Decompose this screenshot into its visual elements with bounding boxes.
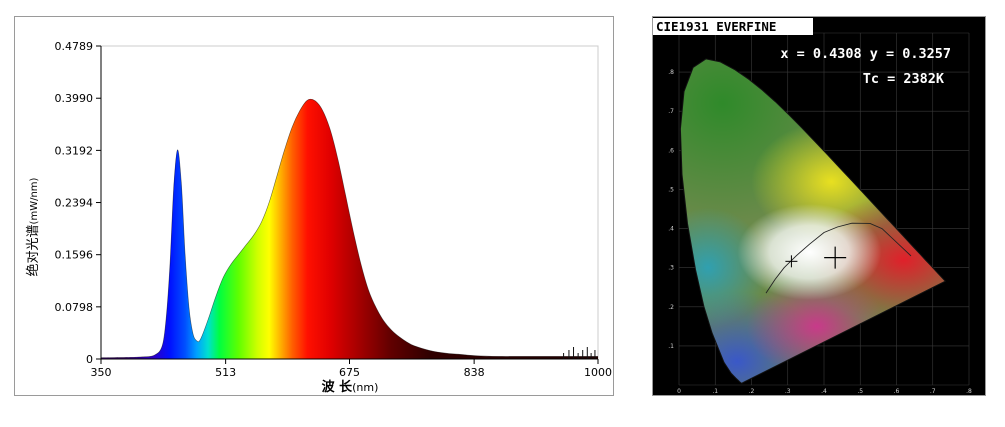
cie-x-tick-label: .1: [712, 388, 718, 395]
color-temperature: Tc = 2382K: [863, 71, 945, 87]
cie-title-box: [653, 18, 813, 35]
cie-panel: 0.1.2.3.4.5.6.7.8.1.2.3.4.5.6.7.8.9 CIE1…: [652, 16, 986, 396]
cie-x-tick-label: .6: [894, 388, 900, 395]
y-tick-label: 0.3192: [55, 144, 94, 157]
x-tick-label: 675: [339, 366, 360, 379]
cie-y-tick-label: .8: [668, 69, 674, 76]
x-tick-label: 350: [91, 366, 112, 379]
y-tick-label: 0.4789: [55, 40, 94, 53]
y-tick-label: 0: [86, 353, 93, 366]
y-axis-label: 绝对光谱(mW/nm): [25, 177, 41, 276]
cie-y-tick-label: .2: [668, 304, 674, 311]
cie-y-tick-label: .3: [668, 265, 674, 272]
x-axis-label: 波 长(nm): [322, 379, 379, 395]
cie-x-tick-label: .8: [966, 388, 972, 395]
cie-x-tick-label: 0: [677, 388, 681, 395]
cie-title: CIE1931 EVERFINE: [656, 19, 776, 34]
y-tick-label: 0.0798: [55, 301, 94, 314]
planckian-locus: [765, 222, 912, 294]
spectrum-area: [101, 99, 598, 359]
cie-x-tick-label: .5: [857, 388, 863, 395]
cie-y-tick-label: .1: [668, 343, 674, 350]
cie-white-region: [737, 204, 882, 301]
chromaticity-coordinates: x = 0.4308 y = 0.3257: [780, 46, 951, 62]
x-tick-label: 1000: [584, 366, 612, 379]
cie-x-tick-label: .7: [930, 388, 936, 395]
cie-chart: 0.1.2.3.4.5.6.7.8.1.2.3.4.5.6.7.8.9 CIE1…: [653, 17, 985, 395]
x-tick-label: 513: [215, 366, 236, 379]
cie-x-tick-label: .4: [821, 388, 827, 395]
y-tick-label: 0.2394: [55, 197, 94, 210]
cie-cyan-region: [680, 207, 768, 328]
y-tick-label: 0.3990: [55, 92, 94, 105]
cie-y-tick-label: .5: [668, 186, 674, 193]
cie-y-tick-label: .7: [668, 108, 674, 115]
spectral-locus: [679, 58, 947, 384]
cie-x-tick-label: .3: [785, 388, 791, 395]
x-tick-label: 838: [464, 366, 485, 379]
spectrum-chart: 0 0.0798 0.1596 0.2394 0.3192 0.3990 0.4789 350…: [25, 40, 612, 395]
spectrum-outline: [101, 98, 598, 359]
y-tick-label: 0.1596: [55, 249, 94, 262]
cie-y-tick-label: .6: [668, 147, 674, 154]
cie-y-tick-label: .4: [668, 226, 674, 233]
spectrum-panel: 0 0.0798 0.1596 0.2394 0.3192 0.3990 0.4789 350…: [14, 16, 614, 396]
cie-x-tick-label: .2: [749, 388, 755, 395]
